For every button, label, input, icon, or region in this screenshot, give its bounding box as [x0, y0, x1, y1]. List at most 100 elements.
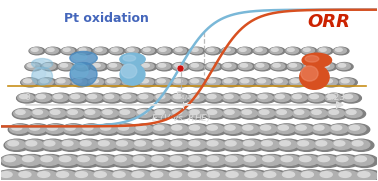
Circle shape [334, 155, 355, 165]
Circle shape [40, 139, 66, 151]
Circle shape [189, 125, 200, 130]
Circle shape [142, 64, 149, 67]
Circle shape [254, 48, 266, 54]
Circle shape [333, 47, 349, 55]
Circle shape [325, 94, 341, 102]
Circle shape [45, 125, 64, 133]
Circle shape [240, 170, 269, 181]
Circle shape [336, 48, 342, 51]
Circle shape [101, 109, 118, 117]
Circle shape [78, 156, 89, 162]
Circle shape [221, 47, 237, 55]
Circle shape [110, 48, 122, 54]
Circle shape [314, 140, 333, 149]
Circle shape [335, 170, 363, 181]
Circle shape [6, 140, 25, 149]
Circle shape [30, 109, 52, 119]
Circle shape [0, 171, 20, 181]
Circle shape [188, 78, 207, 87]
Circle shape [139, 94, 148, 99]
Circle shape [277, 140, 297, 149]
Circle shape [222, 124, 245, 135]
Circle shape [263, 156, 274, 162]
Circle shape [68, 110, 77, 114]
Circle shape [358, 172, 370, 177]
Circle shape [293, 109, 310, 117]
Circle shape [134, 125, 153, 133]
Circle shape [153, 93, 174, 103]
Circle shape [258, 109, 275, 117]
Circle shape [225, 125, 235, 130]
Circle shape [57, 79, 65, 83]
Circle shape [240, 109, 257, 117]
Text: 1.23: 1.23 [326, 93, 346, 102]
Circle shape [157, 79, 165, 83]
Circle shape [255, 63, 268, 70]
Circle shape [79, 124, 103, 135]
Circle shape [308, 94, 324, 102]
Circle shape [259, 170, 288, 181]
Circle shape [115, 156, 126, 162]
Circle shape [240, 94, 256, 102]
Circle shape [330, 139, 356, 151]
Circle shape [205, 47, 221, 55]
Circle shape [241, 140, 261, 149]
Circle shape [2, 155, 23, 165]
Circle shape [4, 156, 15, 162]
Circle shape [188, 109, 205, 117]
Ellipse shape [33, 68, 46, 79]
Circle shape [305, 78, 324, 87]
Circle shape [168, 124, 192, 135]
Circle shape [152, 109, 174, 119]
Circle shape [85, 93, 105, 103]
Circle shape [28, 125, 46, 133]
Circle shape [31, 109, 48, 117]
Circle shape [344, 94, 353, 99]
Circle shape [239, 109, 261, 119]
Circle shape [41, 63, 59, 71]
Circle shape [279, 125, 288, 130]
Circle shape [55, 78, 70, 85]
Circle shape [75, 63, 88, 70]
Circle shape [273, 93, 293, 103]
Circle shape [26, 141, 37, 146]
Circle shape [93, 47, 109, 55]
Circle shape [60, 140, 80, 149]
Circle shape [305, 56, 319, 62]
Circle shape [274, 109, 296, 119]
Circle shape [259, 125, 277, 133]
Circle shape [85, 110, 95, 114]
Circle shape [222, 109, 244, 119]
Circle shape [57, 63, 75, 71]
Circle shape [302, 53, 332, 67]
Circle shape [71, 170, 100, 181]
Circle shape [156, 78, 170, 85]
Circle shape [280, 141, 290, 146]
Circle shape [318, 171, 340, 181]
Circle shape [102, 93, 122, 103]
Ellipse shape [301, 66, 318, 81]
Circle shape [189, 63, 206, 71]
Circle shape [74, 79, 82, 83]
Circle shape [343, 109, 366, 119]
Circle shape [223, 171, 246, 181]
Circle shape [41, 156, 52, 162]
Circle shape [59, 156, 71, 162]
Circle shape [109, 170, 138, 181]
Circle shape [59, 139, 84, 151]
Circle shape [136, 93, 156, 103]
Circle shape [170, 172, 181, 177]
Circle shape [78, 140, 98, 149]
Circle shape [44, 141, 55, 146]
Circle shape [189, 47, 205, 55]
Circle shape [321, 63, 334, 70]
Circle shape [291, 109, 313, 119]
Circle shape [170, 109, 188, 117]
Circle shape [173, 47, 189, 55]
Circle shape [123, 55, 136, 61]
Circle shape [125, 64, 133, 67]
Circle shape [51, 93, 71, 103]
Circle shape [47, 109, 70, 119]
Circle shape [116, 125, 135, 133]
Circle shape [29, 47, 45, 55]
